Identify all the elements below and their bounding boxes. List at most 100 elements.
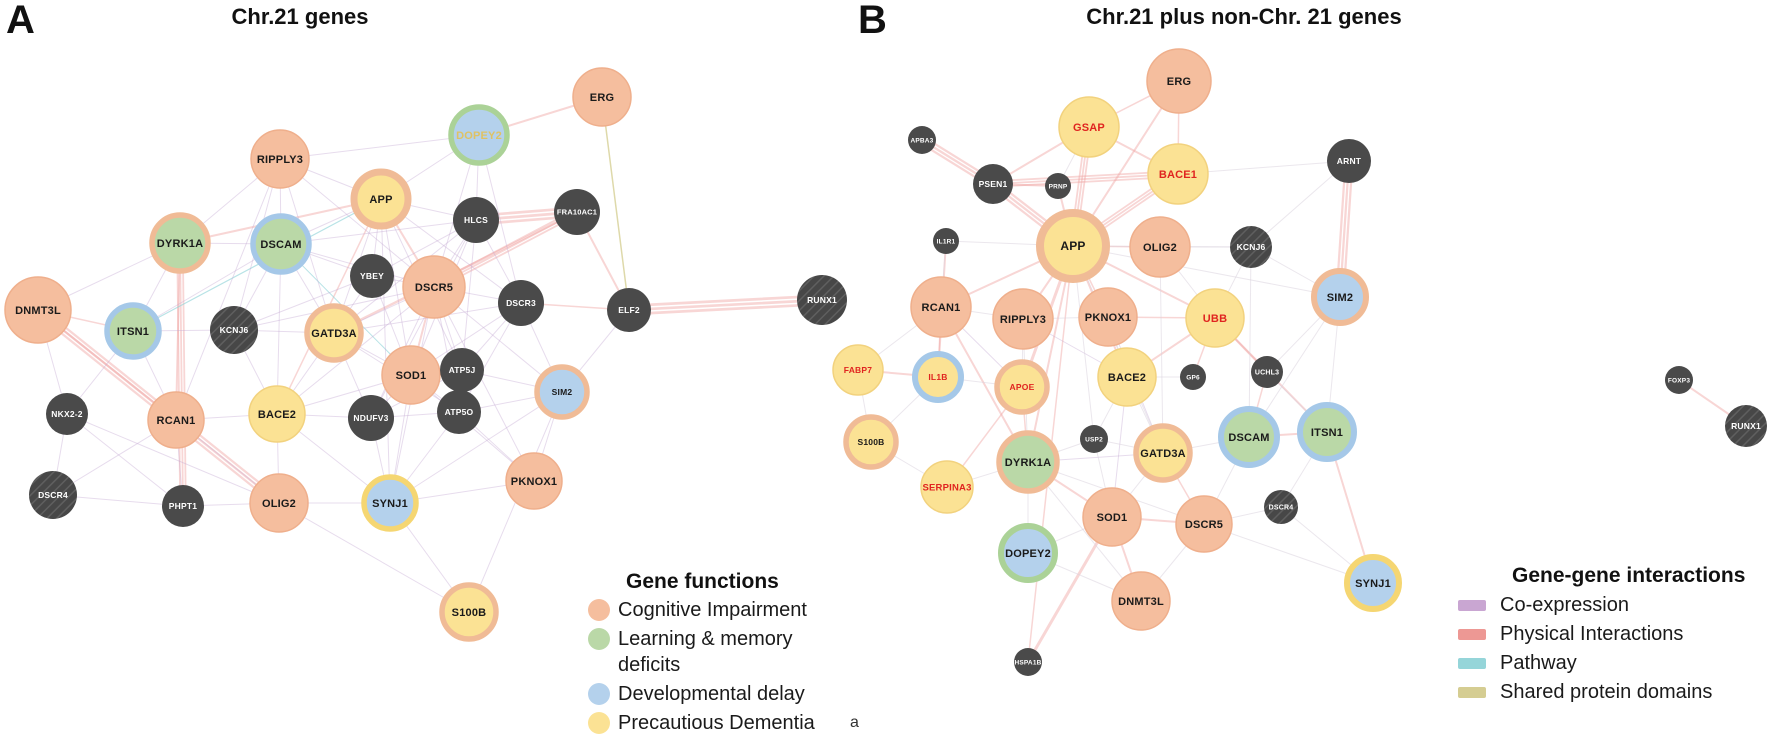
node-dscr5[interactable] xyxy=(1175,495,1233,553)
node-bace2[interactable] xyxy=(1097,347,1157,407)
node-dscam[interactable] xyxy=(250,213,312,275)
node-erg[interactable] xyxy=(572,67,632,127)
node-label-bace2: BACE2 xyxy=(1108,372,1146,384)
node-il1r1[interactable] xyxy=(933,228,959,254)
node-ubb[interactable] xyxy=(1185,288,1245,348)
node-pknox1[interactable] xyxy=(505,452,563,510)
node-label-apoe: APOE xyxy=(1010,382,1035,392)
node-usp2[interactable] xyxy=(1080,425,1108,453)
node-dscr4[interactable] xyxy=(1264,490,1298,524)
node-kcnj6[interactable] xyxy=(210,306,258,354)
node-ybey[interactable] xyxy=(350,254,394,298)
node-gp6[interactable] xyxy=(1180,364,1206,390)
node-s100b[interactable] xyxy=(439,582,499,642)
node-dscr4[interactable] xyxy=(29,471,77,519)
node-ndufv3[interactable] xyxy=(348,395,394,441)
node-label-uchl3: UCHL3 xyxy=(1255,369,1279,376)
node-uchl3[interactable] xyxy=(1251,356,1283,388)
node-olig2[interactable] xyxy=(249,473,309,533)
node-ripply3[interactable] xyxy=(250,129,310,189)
node-sim2[interactable] xyxy=(1311,268,1369,326)
node-bace2[interactable] xyxy=(248,385,306,443)
node-runx1[interactable] xyxy=(1725,405,1767,447)
node-apba3[interactable] xyxy=(908,126,936,154)
node-dnmt3l[interactable] xyxy=(4,276,72,344)
node-dyrk1a[interactable] xyxy=(996,430,1060,494)
node-sim2[interactable] xyxy=(534,364,590,420)
node-itsn1[interactable] xyxy=(104,302,162,360)
edge-co xyxy=(461,219,477,371)
edge-co xyxy=(433,286,535,482)
node-sod1[interactable] xyxy=(381,345,441,405)
legend-gene-gene-interactions-title: Gene-gene interactions xyxy=(1512,564,1746,587)
node-serpina3[interactable] xyxy=(920,460,974,514)
node-apoe[interactable] xyxy=(994,359,1050,415)
node-dopey2[interactable] xyxy=(998,523,1058,583)
node-rcan1[interactable] xyxy=(147,391,205,449)
node-pknox1[interactable] xyxy=(1078,287,1138,347)
edge-co xyxy=(278,502,470,613)
node-hspa1b[interactable] xyxy=(1014,648,1042,676)
node-label-il1b: IL1B xyxy=(928,372,947,382)
legend-gene-gene-interactions: Gene-gene interactions Co-expression Phy… xyxy=(1458,564,1770,710)
node-gsap[interactable] xyxy=(1058,96,1120,158)
node-label-olig2: OLIG2 xyxy=(262,498,296,510)
node-label-arnt: ARNT xyxy=(1337,156,1362,166)
node-synj1[interactable] xyxy=(361,474,419,532)
legend-item-pathway: Pathway xyxy=(1458,652,1770,674)
node-runx1[interactable] xyxy=(797,275,847,325)
node-phpt1[interactable] xyxy=(162,485,204,527)
node-dyrk1a[interactable] xyxy=(149,212,211,274)
node-label-bace1: BACE1 xyxy=(1159,169,1197,181)
node-sod1[interactable] xyxy=(1082,487,1142,547)
node-hlcs[interactable] xyxy=(453,197,499,243)
node-bace1[interactable] xyxy=(1147,143,1209,205)
node-label-rcan1: RCAN1 xyxy=(157,415,196,427)
node-label-itsn1: ITSN1 xyxy=(1311,427,1343,439)
node-fra10ac1[interactable] xyxy=(554,189,600,235)
node-atp5o[interactable] xyxy=(437,390,481,434)
node-dscam[interactable] xyxy=(1218,406,1280,468)
node-il1b[interactable] xyxy=(912,351,964,403)
node-label-gp6: GP6 xyxy=(1186,374,1200,381)
node-gatd3a[interactable] xyxy=(1133,423,1193,483)
node-label-dscam: DSCAM xyxy=(260,239,301,251)
node-fabp7[interactable] xyxy=(832,344,884,396)
node-label-fra10ac1: FRA10AC1 xyxy=(557,208,597,217)
node-olig2[interactable] xyxy=(1129,216,1191,278)
node-synj1[interactable] xyxy=(1344,554,1402,612)
node-foxp3[interactable] xyxy=(1665,366,1693,394)
node-dscr5[interactable] xyxy=(402,255,466,319)
node-label-nkx2-2: NKX2-2 xyxy=(51,409,83,419)
node-elf2[interactable] xyxy=(607,288,651,332)
node-ripply3[interactable] xyxy=(992,288,1054,350)
node-dopey2[interactable] xyxy=(448,104,510,166)
node-erg[interactable] xyxy=(1146,48,1212,114)
legend-item-cognitive-impairment: Cognitive Impairment xyxy=(588,597,888,623)
edge-co xyxy=(66,413,184,507)
node-rcan1[interactable] xyxy=(910,276,972,338)
node-dnmt3l[interactable] xyxy=(1111,571,1171,631)
node-s100b[interactable] xyxy=(843,414,899,470)
node-nkx2-2[interactable] xyxy=(46,393,88,435)
node-kcnj6[interactable] xyxy=(1230,226,1272,268)
node-label-s100b: S100B xyxy=(858,437,885,447)
node-gatd3a[interactable] xyxy=(304,303,364,363)
node-itsn1[interactable] xyxy=(1297,402,1357,462)
edge-phys xyxy=(992,173,1179,185)
node-app[interactable] xyxy=(350,168,412,230)
node-atp5j[interactable] xyxy=(440,348,484,392)
network-panel-a: ERG DOPEY2 RIPPLY3 APP HLCS FRA10AC1 DYRK1A DSC… xyxy=(4,67,847,642)
node-dscr3[interactable] xyxy=(498,280,544,326)
node-app[interactable] xyxy=(1036,209,1110,283)
network-panel-b: APBA3 PSEN1 PRNP GSAP ERG BACE1 IL1R1 ARNT APP OL… xyxy=(832,48,1767,676)
node-arnt[interactable] xyxy=(1327,139,1371,183)
node-prnp[interactable] xyxy=(1045,173,1071,199)
node-psen1[interactable] xyxy=(973,164,1013,204)
node-label-dyrk1a: DYRK1A xyxy=(1005,457,1051,469)
node-label-dopey2: DOPEY2 xyxy=(1005,548,1051,560)
node-label-sim2: SIM2 xyxy=(1327,292,1353,304)
node-label-dscr5: DSCR5 xyxy=(1185,519,1223,531)
